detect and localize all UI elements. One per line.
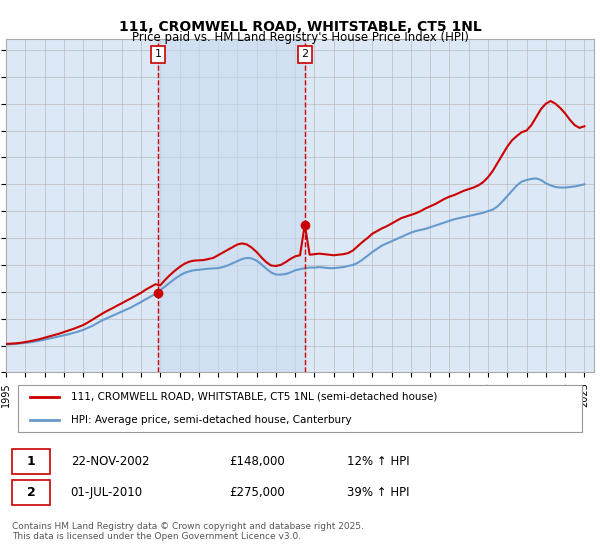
Text: 111, CROMWELL ROAD, WHITSTABLE, CT5 1NL: 111, CROMWELL ROAD, WHITSTABLE, CT5 1NL [119, 20, 481, 34]
Text: 1: 1 [155, 49, 162, 59]
Text: 1: 1 [27, 455, 35, 468]
FancyBboxPatch shape [12, 480, 50, 505]
Text: £275,000: £275,000 [229, 486, 285, 499]
Bar [158, 39, 305, 372]
Text: HPI: Average price, semi-detached house, Canterbury: HPI: Average price, semi-detached house,… [71, 415, 352, 424]
Text: 12% ↑ HPI: 12% ↑ HPI [347, 455, 410, 468]
Text: Price paid vs. HM Land Registry's House Price Index (HPI): Price paid vs. HM Land Registry's House … [131, 31, 469, 44]
Text: 01-JUL-2010: 01-JUL-2010 [71, 486, 143, 499]
Text: 2: 2 [301, 49, 308, 59]
Text: 22-NOV-2002: 22-NOV-2002 [71, 455, 149, 468]
Text: Contains HM Land Registry data © Crown copyright and database right 2025.
This d: Contains HM Land Registry data © Crown c… [12, 522, 364, 541]
FancyBboxPatch shape [18, 385, 582, 432]
FancyBboxPatch shape [12, 449, 50, 474]
Text: £148,000: £148,000 [229, 455, 285, 468]
Text: 2: 2 [27, 486, 35, 499]
Text: 111, CROMWELL ROAD, WHITSTABLE, CT5 1NL (semi-detached house): 111, CROMWELL ROAD, WHITSTABLE, CT5 1NL … [71, 391, 437, 402]
Text: 39% ↑ HPI: 39% ↑ HPI [347, 486, 410, 499]
